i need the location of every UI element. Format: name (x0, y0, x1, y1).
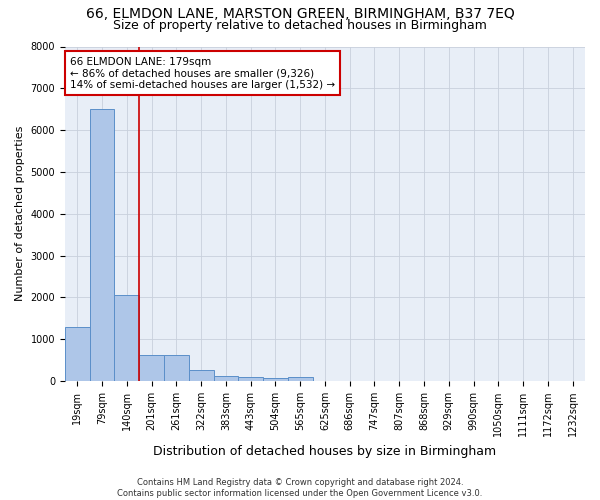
Bar (189, 370, 214, 381)
Bar (214, 376, 238, 381)
Text: Contains HM Land Registry data © Crown copyright and database right 2024.
Contai: Contains HM Land Registry data © Crown c… (118, 478, 482, 498)
Text: Size of property relative to detached houses in Birmingham: Size of property relative to detached ho… (113, 19, 487, 32)
Bar (263, 378, 288, 381)
X-axis label: Distribution of detached houses by size in Birmingham: Distribution of detached houses by size … (154, 444, 497, 458)
Bar (288, 377, 313, 381)
Bar (65, 328, 89, 381)
Bar (238, 377, 263, 381)
Bar (139, 355, 164, 381)
Bar (89, 109, 115, 381)
Text: 66 ELMDON LANE: 179sqm
← 86% of detached houses are smaller (9,326)
14% of semi-: 66 ELMDON LANE: 179sqm ← 86% of detached… (70, 56, 335, 90)
Y-axis label: Number of detached properties: Number of detached properties (15, 126, 25, 302)
Bar (115, 295, 139, 381)
Text: 66, ELMDON LANE, MARSTON GREEN, BIRMINGHAM, B37 7EQ: 66, ELMDON LANE, MARSTON GREEN, BIRMINGH… (86, 8, 514, 22)
Bar (164, 355, 189, 381)
